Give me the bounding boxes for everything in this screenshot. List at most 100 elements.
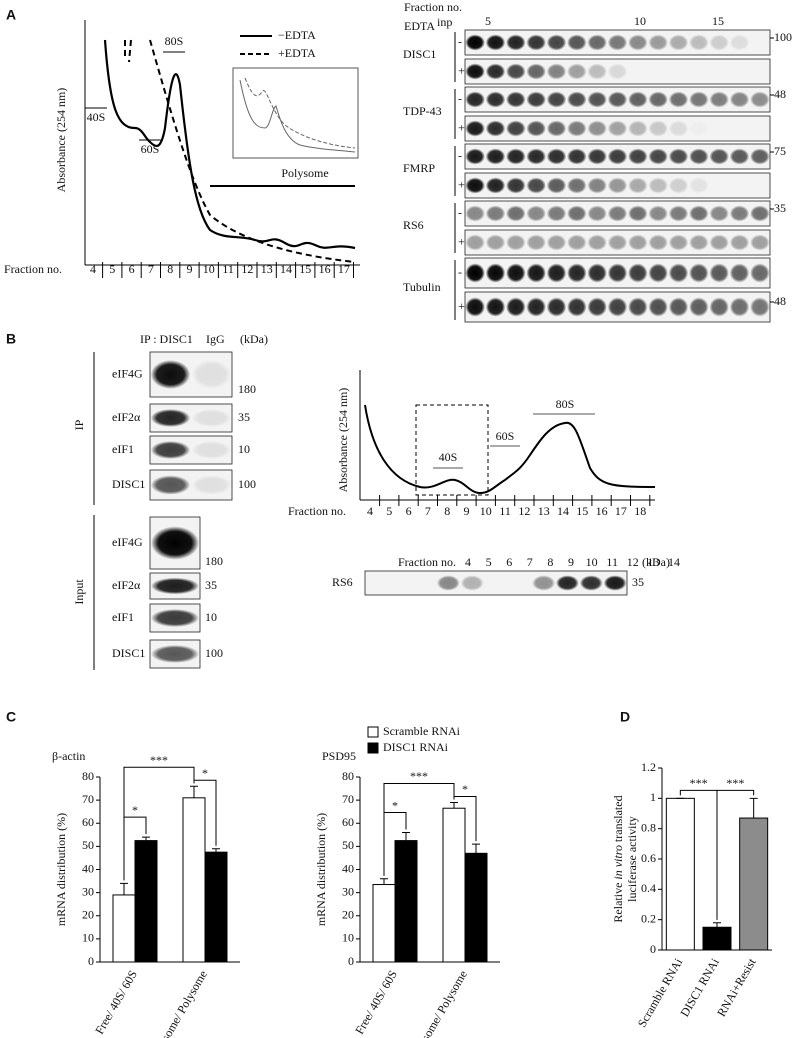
significance-label: *: [462, 782, 468, 796]
y-tick-label: 1: [650, 790, 656, 804]
blot-band: [579, 575, 603, 591]
blot-band: [526, 263, 546, 283]
x-tick-label: Monosome/ Polysome: [404, 968, 470, 1038]
blot-band: [526, 34, 546, 51]
error-bar: [713, 922, 721, 928]
blot-band: [485, 297, 506, 317]
group-label: Input: [72, 579, 86, 605]
blot-band: [485, 205, 506, 222]
axis-title: Fraction no.: [288, 504, 346, 518]
blot-band: [628, 297, 648, 317]
x-tick-label: 11: [222, 262, 234, 276]
significance-label: *: [202, 766, 208, 780]
blot-band: [628, 148, 648, 165]
blot-band: [607, 148, 628, 165]
blot-band: [648, 234, 668, 251]
blot-band: [526, 120, 546, 137]
lane-label: inp: [437, 15, 452, 29]
blot-band: [150, 360, 191, 389]
blot-band: [485, 120, 506, 137]
kda-label: 10: [205, 610, 217, 624]
blot-band: [628, 263, 648, 283]
x-tick-label: 14: [557, 504, 569, 518]
blot-band: [567, 234, 587, 251]
x-tick-label: 10: [203, 262, 215, 276]
blot-band: [587, 263, 607, 283]
bar: [739, 817, 769, 951]
blot-band: [587, 120, 607, 137]
blot-band: [567, 63, 587, 80]
lane-label: 5: [486, 555, 492, 569]
blot-band: [546, 63, 567, 80]
blot-band: [628, 177, 648, 194]
lane-label: 5: [485, 14, 491, 28]
chart-title: β-actin: [52, 749, 85, 763]
y-tick-label: 60: [342, 815, 354, 829]
blot-band: [150, 409, 191, 427]
blot-band: [587, 297, 607, 317]
x-tick-label: 7: [148, 262, 154, 276]
blot-band: [668, 91, 689, 108]
y-tick-label: 50: [82, 838, 94, 852]
blot-band: [506, 34, 526, 51]
blot-band: [689, 34, 709, 51]
blot-band: [546, 120, 567, 137]
blot-band: [150, 475, 191, 495]
x-tick-label: 4: [90, 262, 96, 276]
x-tick-label: 6: [406, 504, 412, 518]
blot-band: [628, 91, 648, 108]
condition-label: -: [458, 91, 462, 105]
panel-label: D: [620, 709, 630, 725]
panel-label: C: [6, 709, 16, 725]
blot-band: [689, 121, 709, 137]
x-tick-label: 9: [187, 262, 193, 276]
significance-bracket: [193, 779, 217, 846]
blot-row-label: RS6: [332, 575, 353, 589]
axis-title: Fraction no.: [4, 262, 62, 276]
x-tick-label: 8: [167, 262, 173, 276]
y-axis-title-part: translated: [611, 795, 625, 842]
blot-band: [628, 205, 648, 222]
blot-band: [607, 177, 628, 194]
solid-curve: [103, 39, 356, 250]
x-tick-label: Free/ 40S/ 60S: [352, 968, 400, 1037]
bar: [665, 797, 695, 951]
blot-band: [729, 34, 750, 51]
condition-label: -: [458, 265, 462, 279]
condition-label: +: [458, 120, 465, 134]
y-tick-label: 70: [342, 792, 354, 806]
lane-label: 10: [634, 14, 646, 28]
blot-band: [750, 297, 770, 317]
blot-band: [689, 234, 709, 251]
blot-band: [506, 297, 526, 317]
legend-label: DISC1 RNAi: [383, 740, 449, 754]
blot-band: [587, 63, 607, 80]
condition-label: +: [458, 177, 465, 191]
blot-row-label: eIF2α: [112, 410, 141, 424]
bar: [372, 884, 396, 963]
bar: [702, 926, 732, 951]
blot-row-label: eIF4G: [112, 535, 143, 549]
blot-band: [546, 297, 567, 317]
blot-band: [506, 234, 526, 251]
blot-band: [526, 297, 546, 317]
significance-label: *: [132, 803, 138, 817]
y-tick-label: 0.8: [641, 820, 656, 834]
blot-band: [689, 205, 709, 222]
y-axis-title-part: in vitro: [611, 845, 625, 880]
x-tick-label: 8: [444, 504, 450, 518]
blot-band: [460, 575, 484, 591]
kda-label: 180: [205, 554, 223, 568]
blot-band: [567, 91, 587, 108]
blot-band: [567, 263, 587, 283]
blot-band: [648, 177, 668, 194]
blot-header: (kDa): [240, 332, 268, 346]
profile-curve: [364, 404, 656, 495]
x-tick-label: 18: [634, 504, 646, 518]
error-bar: [380, 878, 388, 885]
blot-row-label: DISC1: [403, 47, 436, 61]
blot-band: [729, 263, 750, 283]
blot-band: [485, 148, 506, 165]
y-tick-label: 10: [82, 931, 94, 945]
blot-row-label: Tubulin: [403, 280, 441, 294]
